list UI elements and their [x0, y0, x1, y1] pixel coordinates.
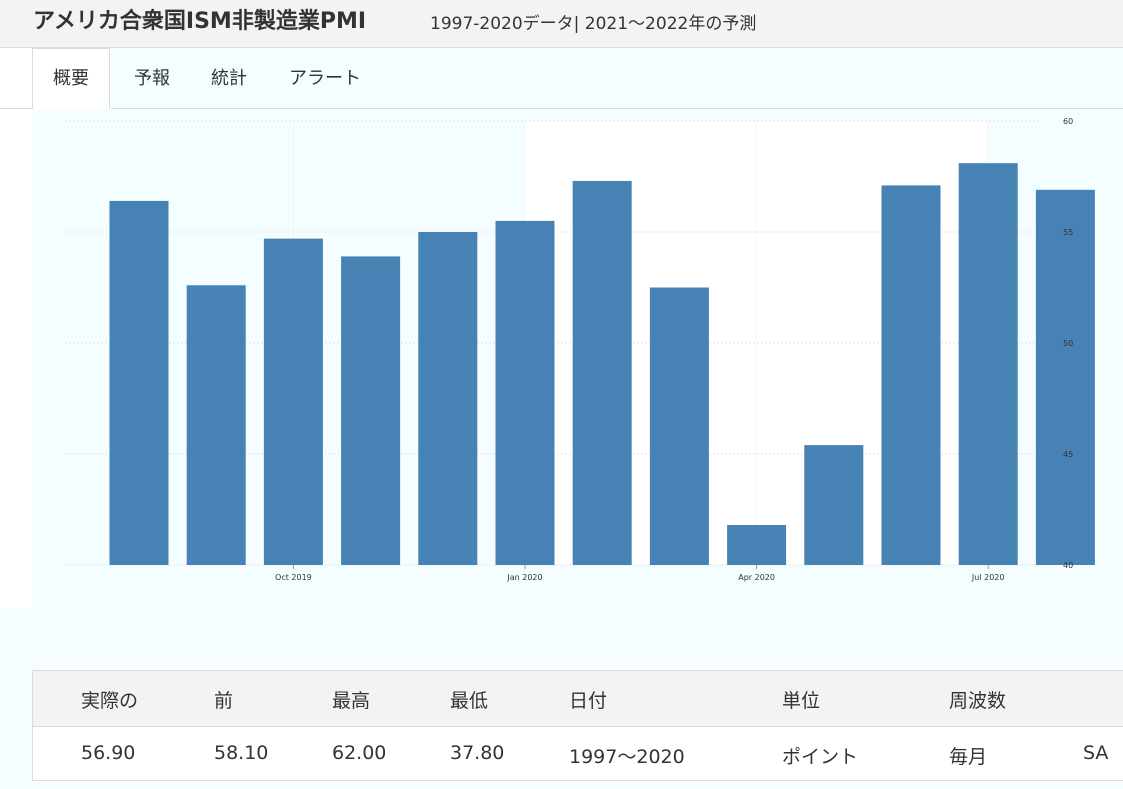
tab-forecast[interactable]: 予報: [134, 68, 170, 89]
tabs-divider: [111, 108, 1123, 109]
bar: [1035, 189, 1095, 565]
x-tick-label: Jan 2020: [506, 573, 542, 582]
bar-chart: 40 45 50 55 60 Oct 2019 Jan 2020 Apr 2020 Jul 20…: [65, 117, 1095, 582]
value-highest: 62.00: [332, 742, 387, 764]
bar: [418, 232, 478, 565]
x-tick-label: Jul 2020: [971, 573, 1005, 582]
left-spacer: [0, 48, 32, 109]
bar: [495, 220, 555, 565]
header-actual: 実際の: [81, 690, 139, 712]
bar: [341, 256, 401, 565]
tab-alerts[interactable]: アラート: [289, 68, 361, 89]
bar: [881, 185, 941, 565]
summary-table: 実際の 前 最高 最低 日付 単位 周波数 56.90 58.10 62.00 …: [32, 670, 1123, 781]
header-frequency: 周波数: [949, 690, 1007, 712]
value-date: 1997～2020: [569, 746, 685, 768]
y-tick-label: 45: [1063, 450, 1073, 459]
header-previous: 前: [214, 690, 234, 712]
y-tick-label: 60: [1063, 117, 1073, 126]
header-unit: 単位: [782, 690, 821, 712]
y-tick-label: 40: [1063, 561, 1073, 570]
y-tick-label: 55: [1063, 228, 1073, 237]
page-subtitle: 1997-2020データ| 2021～2022年の予測: [430, 14, 757, 34]
header-date: 日付: [569, 690, 608, 712]
bar: [804, 445, 864, 565]
x-tick-label: Oct 2019: [275, 573, 312, 582]
value-lowest: 37.80: [450, 742, 505, 764]
header-highest: 最高: [332, 690, 371, 712]
value-adjustment: SA: [1083, 742, 1109, 764]
x-tick-label: Apr 2020: [738, 573, 775, 582]
bar: [263, 238, 323, 565]
value-previous: 58.10: [214, 742, 269, 764]
bar: [958, 163, 1018, 565]
page-header: アメリカ合衆国ISM非製造業PMI 1997-2020データ| 2021～202…: [0, 0, 1123, 48]
bar: [109, 200, 169, 566]
table-header: [33, 671, 1123, 727]
y-tick-label: 50: [1063, 339, 1073, 348]
bar: [186, 285, 246, 565]
value-frequency: 毎月: [949, 746, 988, 768]
page-title: アメリカ合衆国ISM非製造業PMI: [33, 9, 367, 34]
tab-statistics[interactable]: 統計: [211, 68, 247, 89]
bar: [649, 287, 709, 565]
header-lowest: 最低: [450, 690, 489, 712]
tab-overview[interactable]: 概要: [32, 48, 110, 109]
bar: [572, 180, 632, 565]
bar: [727, 525, 787, 565]
value-actual: 56.90: [81, 742, 136, 764]
value-unit: ポイント: [782, 746, 859, 768]
